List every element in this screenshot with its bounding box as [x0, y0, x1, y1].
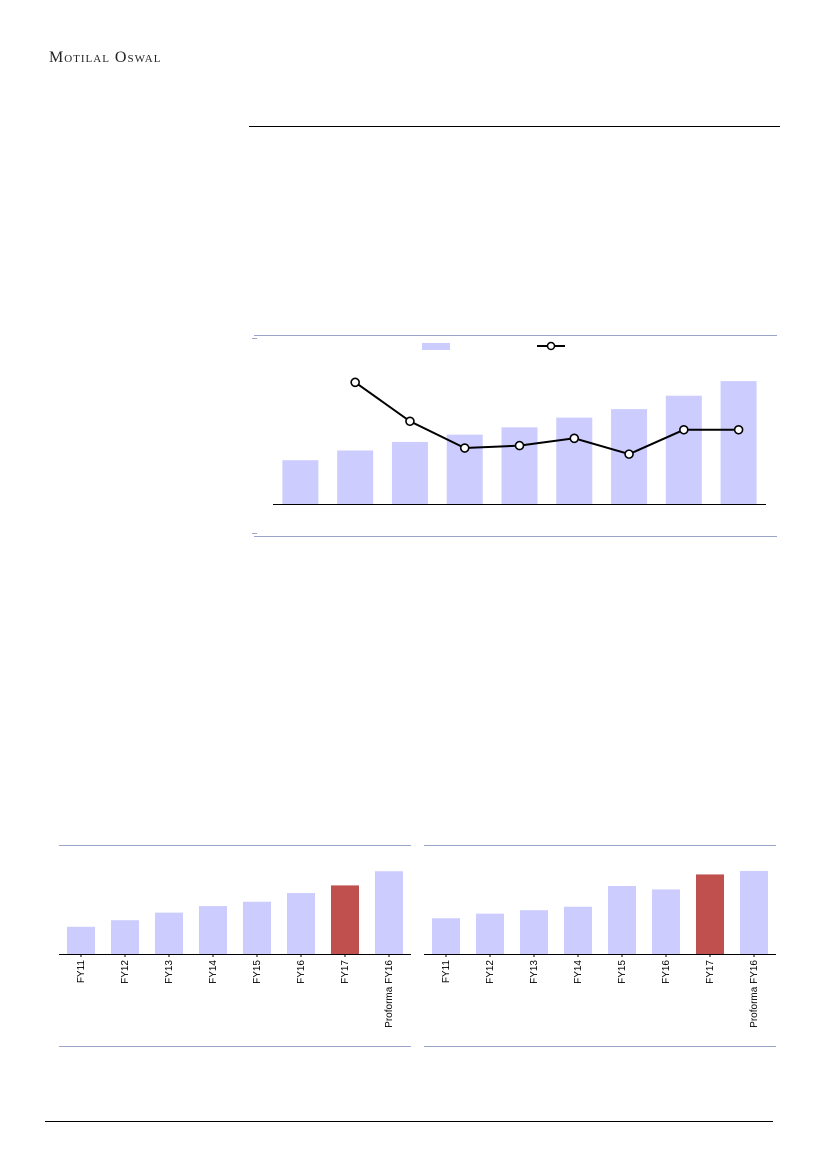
exhibit-bottom-rule: [254, 536, 777, 537]
x-tick-label: FY17: [340, 960, 351, 984]
exhibit-top-rule: [254, 335, 777, 336]
x-tick-label: FY15: [252, 960, 263, 984]
right-bar-chart: FY11 FY12 FY13 FY14 FY15 FY16 FY17 Proforma FY1…: [424, 870, 776, 1028]
bar: [391, 441, 428, 504]
bar: [67, 926, 95, 954]
bar: [432, 918, 460, 954]
line-point: [350, 377, 360, 388]
x-tick-label: FY11: [76, 960, 87, 984]
line-point: [733, 424, 744, 435]
line-point: [569, 433, 580, 444]
bar: [155, 912, 183, 954]
legend-line-marker: [546, 341, 556, 351]
bar: [111, 920, 139, 954]
bar: [287, 893, 315, 954]
x-tick-label: FY14: [573, 960, 584, 984]
x-tick-label: FY13: [164, 960, 175, 984]
exhibit-bottom-tick: [252, 533, 257, 534]
legend-bar-swatch: [422, 343, 450, 350]
x-tick-label: FY14: [208, 960, 219, 984]
exhibit-left-bottom-rule: [59, 1046, 411, 1047]
line-point: [405, 416, 415, 427]
footer-rule: [45, 1121, 773, 1122]
line-point: [679, 424, 689, 435]
bar: [652, 889, 680, 954]
bar: [520, 910, 548, 954]
bar: [740, 870, 768, 954]
revenue-growth-chart: [273, 341, 766, 505]
x-tick-label: FY16: [661, 960, 672, 984]
x-tick-label: FY16: [296, 960, 307, 984]
exhibit-right-bottom-rule: [424, 1046, 776, 1047]
x-tick-label: FY12: [485, 960, 496, 984]
bar: [665, 395, 702, 504]
bar: [564, 906, 592, 954]
bar: [556, 417, 593, 504]
bar: [720, 381, 757, 504]
section-rule-top: [249, 126, 780, 127]
line-point: [624, 449, 634, 459]
bar: [243, 901, 271, 954]
exhibit-top-tick: [252, 338, 257, 339]
bar: [501, 427, 538, 504]
bar: [282, 460, 319, 504]
exhibit-left-top-rule: [59, 845, 411, 846]
x-tick-label: Proforma FY16: [384, 960, 395, 1028]
bar: [331, 885, 359, 954]
x-tick-label: FY15: [617, 960, 628, 984]
bar: [199, 906, 227, 954]
growth-line: [354, 381, 739, 456]
bar: [696, 874, 724, 954]
line-point: [459, 443, 470, 453]
bar: [375, 871, 403, 954]
x-tick-label: FY13: [529, 960, 540, 984]
left-bar-chart: FY11 FY12 FY13 FY14 FY15 FY16 FY17 Proforma FY1…: [59, 871, 411, 1028]
brand-logo: Motilal Oswal: [49, 49, 162, 66]
bar: [476, 913, 504, 954]
bar: [608, 885, 636, 954]
bar: [337, 450, 374, 504]
x-tick-label: FY11: [441, 960, 452, 984]
x-tick-label: FY17: [705, 960, 716, 984]
x-tick-label: FY12: [120, 960, 131, 984]
exhibit-right-top-rule: [424, 845, 776, 846]
x-tick-label: Proforma FY16: [749, 960, 760, 1028]
line-point: [514, 440, 525, 451]
